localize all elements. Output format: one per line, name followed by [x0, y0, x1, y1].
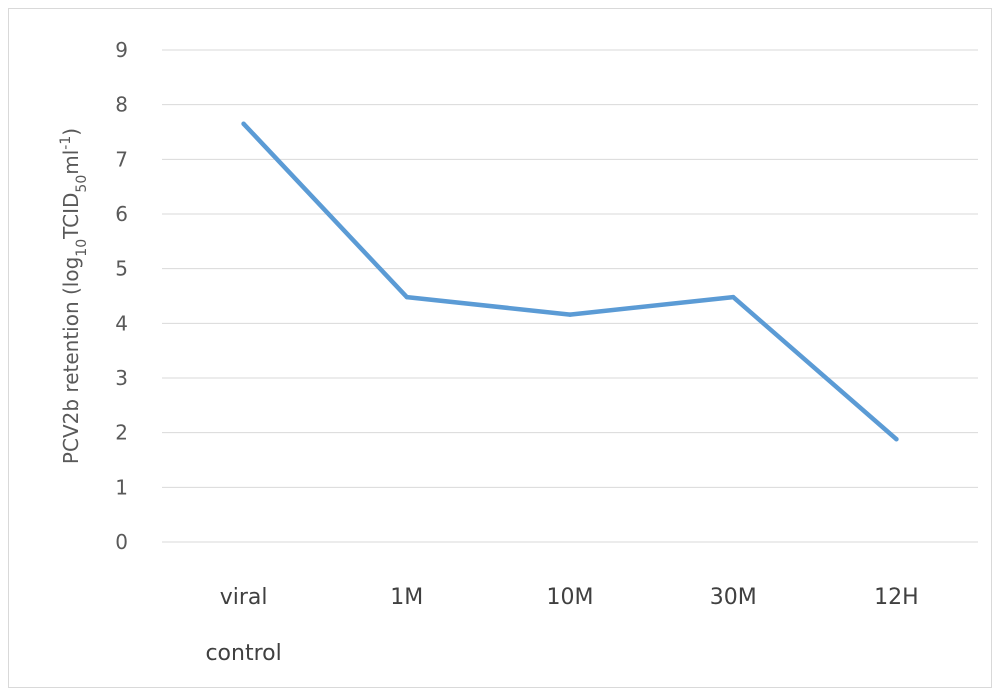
x-tick-label: 10M [547, 585, 594, 610]
y-tick-label: 3 [115, 366, 128, 390]
x-tick-label: 12H [874, 585, 919, 610]
chart-frame [8, 8, 992, 688]
y-tick-label: 1 [115, 475, 128, 499]
y-tick-label: 8 [115, 93, 128, 117]
data-point [241, 121, 246, 127]
series-line [241, 121, 899, 442]
x-tick-label: 30M [710, 585, 757, 610]
y-tick-labels: 0 1 2 3 4 5 6 7 8 9 [115, 38, 128, 554]
y-tick-label: 2 [115, 421, 128, 445]
series-layer [241, 121, 899, 442]
data-point [404, 294, 409, 300]
y-tick-label: 6 [115, 202, 128, 226]
data-point [567, 312, 573, 317]
y-tick-label: 0 [115, 530, 128, 554]
y-tick-label: 9 [115, 38, 128, 62]
y-axis-label: PCV2b retention (log10TCID50ml-1) [58, 128, 90, 464]
gridlines [162, 49, 978, 543]
x-tick-label: 1M [390, 585, 423, 610]
y-tick-label: 4 [115, 311, 128, 335]
y-tick-label: 7 [115, 147, 128, 171]
x-tick-labels: viral control 1M 10M 30M 12H [205, 585, 918, 666]
x-tick-label: viral [220, 585, 268, 610]
data-point [731, 294, 736, 300]
x-tick-label: control [205, 641, 281, 666]
data-point [894, 437, 899, 442]
y-tick-label: 5 [115, 257, 128, 281]
